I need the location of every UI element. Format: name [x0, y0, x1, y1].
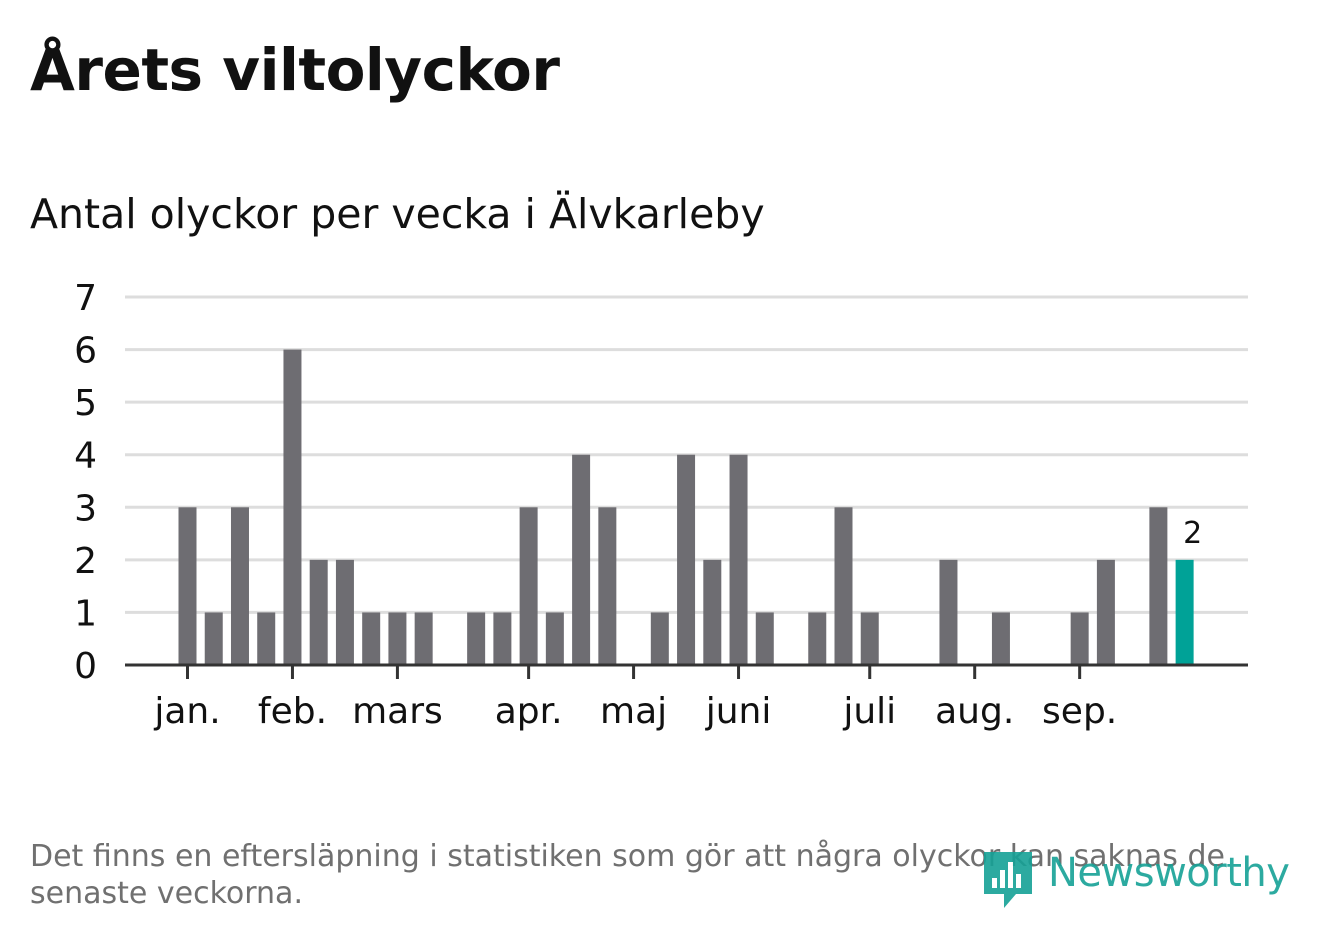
x-tick-label: aug. — [935, 691, 1014, 732]
bar — [362, 612, 381, 665]
bar — [257, 612, 276, 665]
bar — [834, 507, 853, 665]
y-tick-label: 3 — [74, 488, 97, 529]
y-tick-label: 2 — [74, 541, 97, 582]
chart-title: Årets viltolyckor — [30, 36, 560, 104]
y-tick-label: 5 — [74, 383, 97, 424]
x-axis-ticks: jan. feb. mars apr. maj juni juli aug. sep. — [153, 665, 1117, 732]
x-tick-label: maj — [600, 691, 667, 732]
bar — [414, 612, 433, 665]
x-tick-label: apr. — [495, 691, 563, 732]
bar — [545, 612, 564, 665]
bar — [939, 559, 958, 665]
bar — [467, 612, 486, 665]
data-label: 2 — [1183, 516, 1202, 551]
chart-subtitle: Antal olyckor per vecka i Älvkarleby — [30, 190, 765, 238]
bars: 2 — [178, 349, 1202, 665]
bar — [650, 612, 669, 665]
x-tick-label: jan. — [153, 691, 220, 732]
bar — [519, 507, 538, 665]
x-tick-label: feb. — [258, 691, 327, 732]
newsworthy-logo-icon — [984, 852, 1032, 908]
bar — [178, 507, 197, 665]
bar — [991, 612, 1010, 665]
bar — [283, 349, 302, 665]
bar — [729, 454, 748, 665]
y-tick-label: 0 — [74, 646, 97, 687]
bar — [335, 559, 354, 665]
bar — [808, 612, 827, 665]
bar — [598, 507, 617, 665]
newsworthy-logo-text: Newsworthy — [1048, 850, 1290, 896]
bar — [309, 559, 328, 665]
bar — [1149, 507, 1168, 665]
bar — [703, 559, 722, 665]
bar — [860, 612, 879, 665]
bar — [1096, 559, 1115, 665]
y-tick-label: 1 — [74, 593, 97, 634]
bar — [572, 454, 591, 665]
x-tick-label: juni — [705, 691, 772, 732]
bar-current-week — [1175, 559, 1194, 665]
y-tick-label: 4 — [74, 436, 97, 477]
bar — [230, 507, 249, 665]
y-tick-label: 7 — [74, 278, 97, 319]
x-tick-label: mars — [352, 691, 443, 732]
bar — [677, 454, 696, 665]
bar — [493, 612, 512, 665]
bar — [388, 612, 407, 665]
y-tick-label: 6 — [74, 331, 97, 372]
bar-chart: 0 1 2 3 4 5 6 7 2 jan. feb. mars apr. maj juni juli au… — [74, 278, 1248, 732]
x-tick-label: juli — [842, 691, 896, 732]
bar — [204, 612, 223, 665]
x-tick-label: sep. — [1042, 691, 1117, 732]
bar — [1070, 612, 1089, 665]
bar — [755, 612, 774, 665]
y-axis-ticks: 0 1 2 3 4 5 6 7 — [74, 278, 97, 687]
